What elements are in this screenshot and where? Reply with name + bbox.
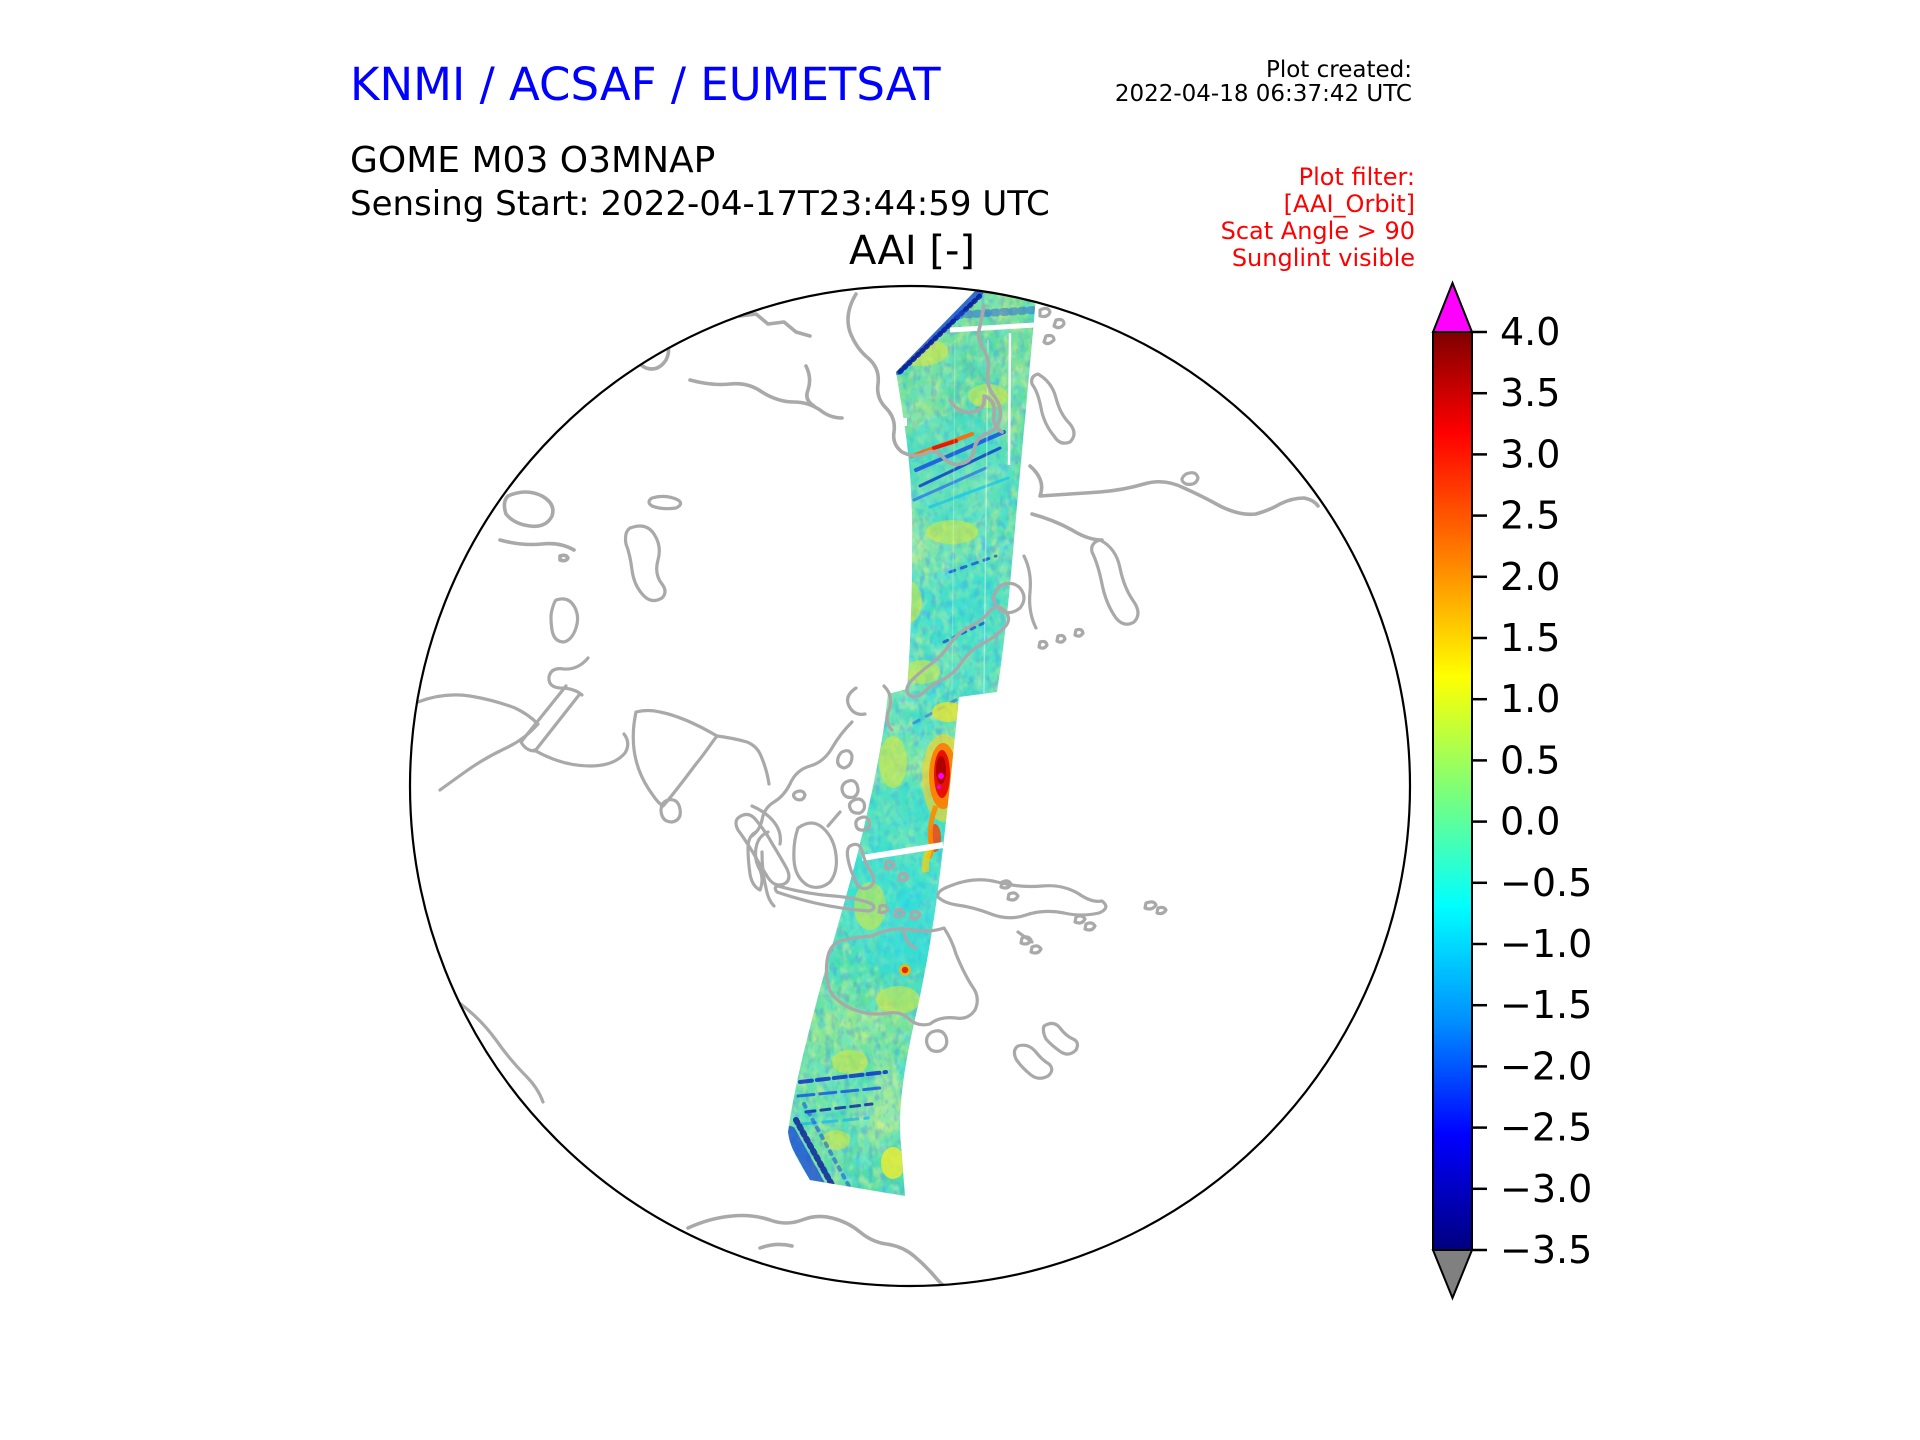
colorbar-tick-label: 2.0 <box>1500 555 1560 599</box>
small-hot-spot <box>899 964 911 976</box>
plot-filter-line: [AAI_Orbit] <box>1283 190 1415 218</box>
over-range-pixel <box>936 784 942 790</box>
org-title: KNMI / ACSAF / EUMETSAT <box>350 58 941 111</box>
product-title: GOME M03 O3MNAP <box>350 140 716 181</box>
over-range-pixel <box>938 773 944 779</box>
siberia-coastline <box>1028 464 1320 542</box>
oceania-coastlines <box>824 878 1168 1080</box>
colorbar-tick-label: −0.5 <box>1500 861 1592 905</box>
plot-created-timestamp: 2022-04-18 06:37:42 UTC <box>1114 81 1412 107</box>
satellite-swath <box>788 288 1036 1196</box>
colorbar: 4.0 3.5 3.0 2.5 2.0 1.5 1.0 0.5 0.0 −0.5 −1.0 −1.5 −… <box>1431 280 1592 1301</box>
colorbar-under-arrow <box>1431 1249 1474 1301</box>
colorbar-tick-label: −3.0 <box>1500 1167 1592 1211</box>
colorbar-tick-label: 2.5 <box>1500 494 1560 538</box>
east-asia-coastlines <box>750 538 1140 838</box>
colorbar-tick-label: −2.5 <box>1500 1106 1592 1150</box>
diagonal-streaks <box>910 430 1010 726</box>
colorbar-tick-label: 4.0 <box>1500 310 1560 354</box>
bright-yellow-spot <box>881 1147 905 1179</box>
colorbar-over-arrow <box>1431 280 1474 333</box>
colorbar-tick-label: −2.0 <box>1500 1044 1592 1088</box>
plot-created-label: Plot created: <box>1265 57 1412 83</box>
colorbar-tick-label: 3.5 <box>1500 371 1560 415</box>
plot-filter-line: Sunglint visible <box>1231 244 1415 272</box>
colorbar-tick-label: 1.5 <box>1500 616 1560 660</box>
colorbar-gradient-bar <box>1432 331 1473 1251</box>
colorbar-tick-label: −1.0 <box>1500 922 1592 966</box>
plot-created-block: Plot created: 2022-04-18 06:37:42 UTC <box>1115 58 1412 106</box>
colorbar-tick-label: 1.0 <box>1500 677 1560 721</box>
map-title: AAI [-] <box>849 228 975 274</box>
plot-filter-title: Plot filter: <box>1298 163 1415 191</box>
colorbar-tick-label: 0.0 <box>1500 800 1560 844</box>
colorbar-ticks: 4.0 3.5 3.0 2.5 2.0 1.5 1.0 0.5 0.0 −0.5 −1.0 −1.5 −… <box>1472 310 1592 1272</box>
colorbar-tick-label: −3.5 <box>1500 1228 1592 1272</box>
globe-outline <box>408 284 1412 1288</box>
indonesia-coastlines <box>734 778 922 921</box>
lakes <box>549 494 683 644</box>
plot-filter-block: Plot filter: [AAI_Orbit] Scat Angle > 90… <box>1221 164 1415 272</box>
colorbar-tick-label: 0.5 <box>1500 738 1560 782</box>
plot-filter-line: Scat Angle > 90 <box>1220 217 1415 245</box>
south-asia-coastlines <box>416 656 782 1104</box>
sensing-start-line: Sensing Start: 2022-04-17T23:44:59 UTC <box>350 184 1050 224</box>
antarctica-coastline <box>686 1213 980 1286</box>
colorbar-tick-label: −1.5 <box>1500 983 1592 1027</box>
colorbar-tick-label: 3.0 <box>1500 432 1560 476</box>
